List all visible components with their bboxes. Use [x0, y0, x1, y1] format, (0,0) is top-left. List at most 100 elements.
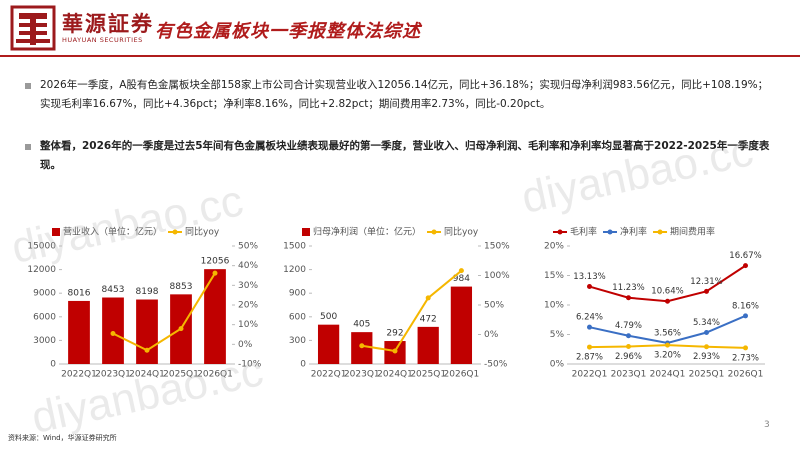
legend-label: 毛利率 [570, 226, 597, 238]
x-tick-label: 2023Q1 [611, 370, 647, 380]
y-tick-label: 6000 [33, 312, 56, 322]
x-tick-label: 2022Q1 [61, 370, 97, 380]
value-label: 2.93% [693, 352, 720, 362]
value-label-bg [415, 312, 442, 325]
y2-tick-label: 40% [238, 261, 258, 271]
x-tick-label: 2024Q1 [650, 370, 686, 380]
legend-label: 期间费用率 [670, 226, 715, 238]
value-label-bg [100, 283, 126, 296]
value-label: 8016 [68, 288, 91, 298]
line-point [665, 298, 670, 304]
x-tick-label: 2025Q1 [689, 370, 725, 380]
value-label-bg [134, 285, 160, 298]
y-tick-label: 12000 [27, 265, 56, 275]
y-tick-label: 0 [50, 360, 56, 370]
value-label: 12.31% [690, 277, 722, 287]
y-tick-label: 3000 [33, 336, 56, 346]
bullet-text: 2026年一季度，A股有色金属板块全部158家上市公司合计实现营业收入12056… [40, 79, 769, 110]
value-label: 13.13% [573, 272, 605, 282]
bar [68, 300, 90, 364]
value-label: 3.56% [654, 328, 681, 338]
y2-tick-label: 30% [238, 281, 258, 291]
y-tick-label: 5% [550, 330, 565, 340]
legend-label: 净利率 [620, 226, 647, 238]
x-tick-label: 2026Q1 [728, 370, 764, 380]
x-tick-label: 2023Q1 [95, 370, 131, 380]
legend-label: 归母净利润（单位：亿元） [313, 226, 421, 238]
line-point [743, 263, 748, 269]
value-label-bg [315, 310, 342, 323]
value-label: 500 [320, 312, 337, 322]
line-point [458, 268, 464, 274]
y2-tick-label: 20% [238, 301, 258, 311]
legend-label: 营业收入（单位：亿元） [63, 226, 162, 238]
y2-tick-label: 0% [484, 330, 499, 340]
bar [204, 269, 226, 364]
value-label-bg [202, 255, 228, 268]
y2-tick-label: 100% [484, 271, 510, 281]
line-point [704, 344, 709, 350]
title-rule [0, 55, 800, 57]
bar [102, 297, 124, 364]
value-label-bg [348, 318, 375, 331]
x-tick-label: 2022Q1 [572, 370, 608, 380]
y-tick-label: 300 [289, 336, 306, 346]
value-label: 16.67% [729, 251, 761, 261]
legend-label: 同比yoy [444, 226, 479, 238]
x-tick-label: 2023Q1 [344, 370, 380, 380]
line-point [743, 313, 748, 319]
line-point [626, 344, 631, 350]
line-point [587, 344, 592, 350]
page-number: 3 [764, 420, 770, 430]
legend-swatch [431, 229, 437, 235]
value-label: 12056 [201, 257, 230, 267]
bar [136, 299, 158, 364]
line-point [626, 333, 631, 339]
value-label: 8.16% [732, 301, 759, 311]
y-tick-label: 15000 [27, 242, 56, 252]
source-note: 资料来源：Wind，华源证券研究所 [8, 434, 117, 442]
y2-tick-label: 150% [484, 242, 510, 252]
legend-swatch [657, 229, 663, 235]
line-point [392, 348, 398, 354]
bullet-marker [25, 144, 31, 150]
logo-subtext: HUAYUAN SECURITIES [62, 36, 143, 44]
y-tick-label: 10% [544, 301, 564, 311]
value-label: 8453 [102, 285, 125, 295]
line [361, 269, 463, 353]
line-point [587, 324, 592, 330]
y2-tick-label: -50% [484, 360, 508, 370]
value-label: 4.79% [615, 321, 642, 331]
line-point [626, 295, 631, 301]
value-label: 2.96% [615, 352, 642, 362]
x-tick-label: 2025Q1 [410, 370, 446, 380]
value-label: 472 [420, 314, 437, 324]
bullet-text: 整体看，2026年的一季度是过去5年间有色金属板块业绩表现最好的第一季度，营业收… [40, 140, 770, 171]
value-label-bg [66, 286, 92, 299]
x-tick-label: 2025Q1 [163, 370, 199, 380]
value-label: 8198 [136, 287, 159, 297]
value-label-bg [168, 280, 194, 293]
x-tick-label: 2022Q1 [311, 370, 347, 380]
line-point [587, 284, 592, 290]
y2-tick-label: 0% [238, 340, 253, 350]
line [112, 272, 216, 352]
y-tick-label: 900 [289, 289, 306, 299]
y2-tick-label: 10% [238, 320, 258, 330]
line-point [359, 343, 365, 349]
x-tick-label: 2026Q1 [444, 370, 480, 380]
y2-tick-label: 50% [484, 301, 504, 311]
line-point [425, 295, 431, 301]
slide-title: 有色金属板块一季报整体法综述 [155, 21, 421, 42]
x-tick-label: 2024Q1 [377, 370, 413, 380]
line-point [110, 331, 116, 337]
line-point [212, 270, 218, 276]
line-point [743, 345, 748, 351]
bar [450, 286, 473, 364]
x-tick-label: 2024Q1 [129, 370, 165, 380]
logo-icon [10, 5, 56, 51]
value-label: 8853 [170, 282, 193, 292]
value-label: 984 [453, 274, 470, 284]
bar [317, 324, 340, 364]
